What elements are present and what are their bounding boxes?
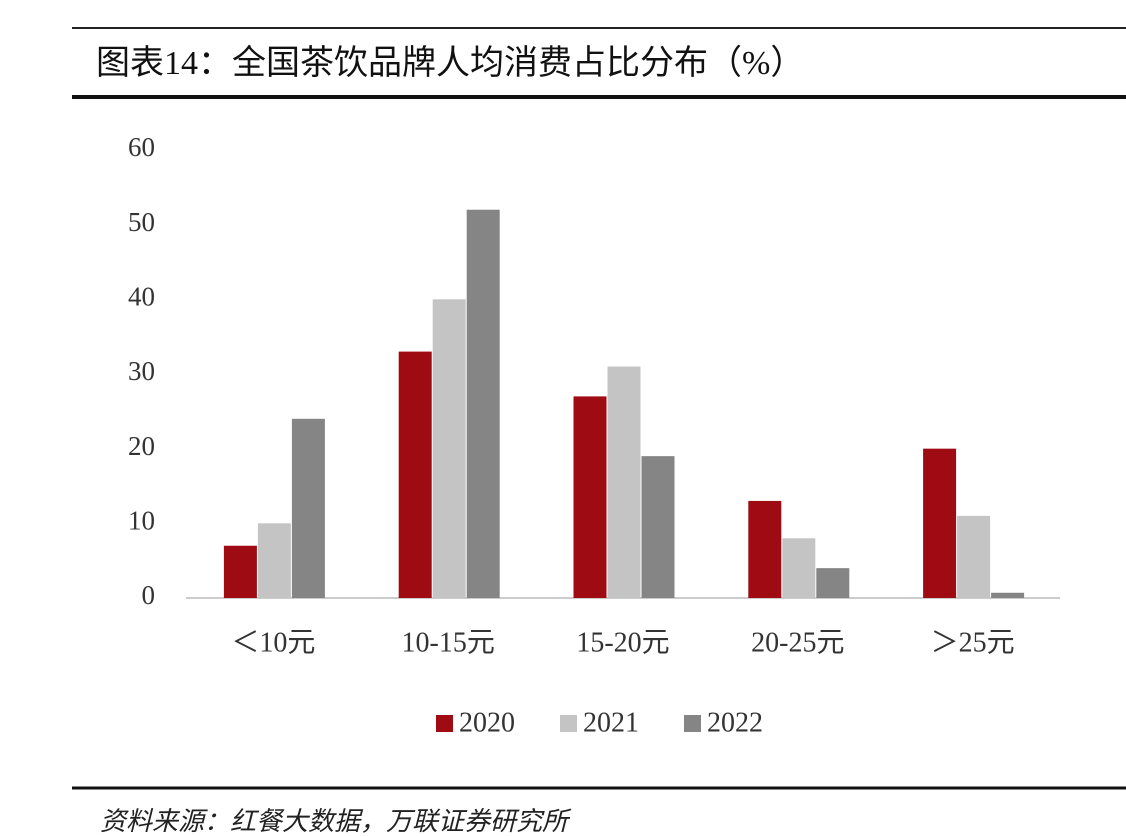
source-note: 资料来源：红餐大数据，万联证券研究所 (100, 807, 572, 836)
bar (923, 448, 957, 598)
bar (782, 538, 816, 598)
y-tick-label: 20 (128, 431, 155, 461)
bar (991, 592, 1025, 598)
y-tick-label: 0 (142, 580, 156, 610)
bar (748, 500, 782, 598)
legend-label: 2020 (459, 707, 515, 738)
bar (432, 299, 466, 598)
y-tick-label: 40 (128, 282, 155, 312)
bar (641, 456, 675, 598)
x-tick-label: ＞25元 (931, 627, 1015, 658)
y-tick-label: 30 (128, 356, 155, 386)
bar (607, 366, 641, 598)
bar (223, 545, 257, 598)
y-tick-label: 10 (128, 506, 155, 536)
legend-swatch (560, 715, 577, 732)
bar (257, 523, 291, 598)
y-tick-label: 50 (128, 207, 155, 237)
x-tick-label: 20-25元 (751, 627, 844, 658)
legend-label: 2022 (707, 707, 763, 738)
bar (466, 209, 500, 598)
legend-label: 2021 (583, 707, 639, 738)
legend-swatch (684, 715, 701, 732)
y-tick-label: 60 (128, 132, 155, 162)
bar (291, 418, 325, 598)
bar (816, 568, 850, 598)
bar (573, 396, 607, 598)
bar (398, 351, 432, 598)
chart-title: 图表14：全国茶饮品牌人均消费占比分布（%） (96, 44, 804, 82)
x-tick-label: ＜10元 (231, 627, 315, 658)
x-tick-label: 10-15元 (402, 627, 495, 658)
bar (957, 515, 991, 598)
x-tick-label: 15-20元 (576, 627, 669, 658)
legend-swatch (436, 715, 453, 732)
